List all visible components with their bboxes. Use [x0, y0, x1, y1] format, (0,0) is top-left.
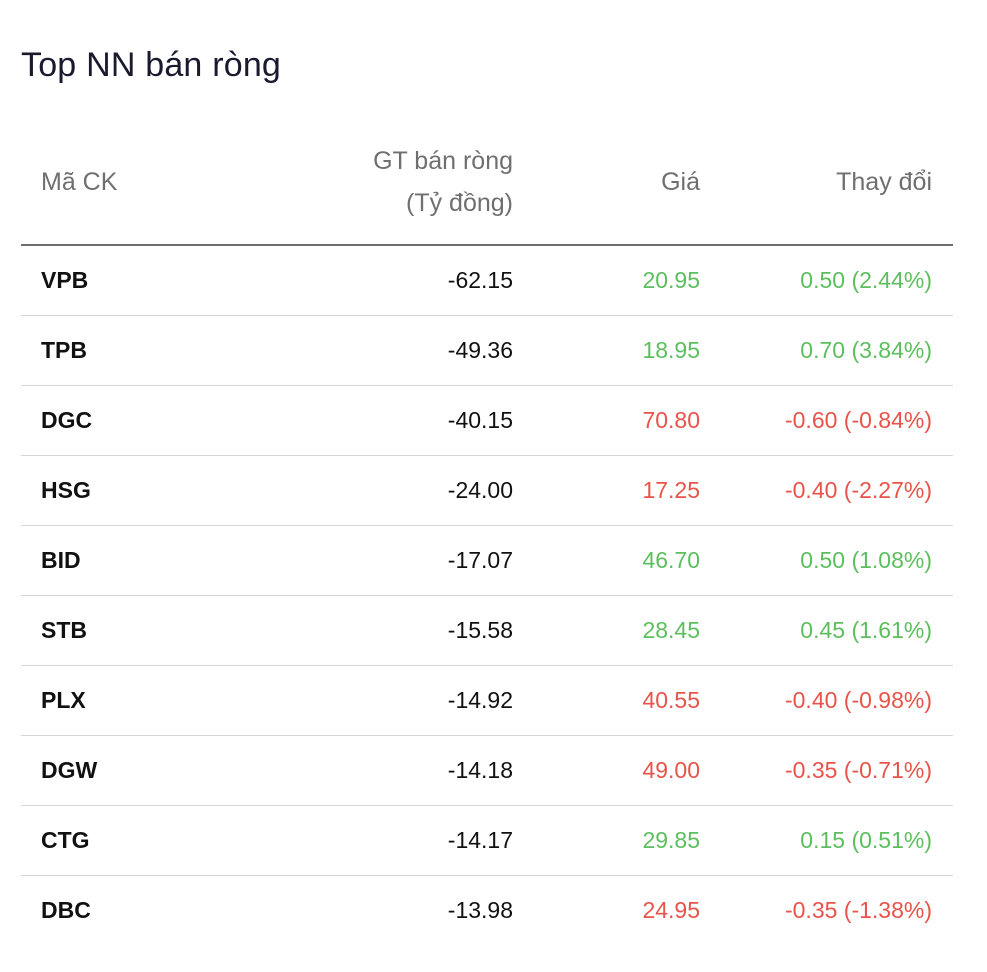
stock-symbol[interactable]: CTG — [41, 827, 90, 853]
net-sell-value: -13.98 — [447, 897, 513, 923]
table-row[interactable]: CTG -14.17 29.85 0.15 (0.51%) — [21, 806, 953, 876]
net-sell-value: -40.15 — [447, 407, 513, 433]
stock-symbol[interactable]: DGW — [41, 757, 98, 783]
column-header-price: Giá — [661, 168, 700, 196]
column-header-net-sell-value-line2: (Tỷ đồng) — [406, 189, 513, 217]
price-change: -0.40 (-2.27%) — [784, 477, 932, 503]
stock-price: 49.00 — [642, 757, 700, 783]
stock-symbol[interactable]: PLX — [41, 687, 86, 713]
table-row[interactable]: PLX -14.92 40.55 -0.40 (-0.98%) — [21, 666, 953, 736]
stock-price: 29.85 — [642, 827, 700, 853]
table-row[interactable]: HSG -24.00 17.25 -0.40 (-2.27%) — [21, 456, 953, 526]
table-row[interactable]: DGC -40.15 70.80 -0.60 (-0.84%) — [21, 386, 953, 456]
net-sell-value: -14.17 — [447, 827, 513, 853]
net-sell-value: -62.15 — [447, 267, 513, 293]
price-change: 0.15 (0.51%) — [800, 827, 932, 853]
stock-price: 18.95 — [642, 337, 700, 363]
net-sell-table: Mã CK GT bán ròng (Tỷ đồng) Giá Thay đổi… — [21, 140, 953, 945]
table-row[interactable]: DBC -13.98 24.95 -0.35 (-1.38%) — [21, 876, 953, 945]
widget-title: Top NN bán ròng — [21, 46, 282, 84]
table-row[interactable]: VPB -62.15 20.95 0.50 (2.44%) — [21, 246, 953, 316]
stock-symbol[interactable]: VPB — [41, 267, 89, 293]
price-change: 0.45 (1.61%) — [800, 617, 932, 643]
column-header-symbol: Mã CK — [41, 168, 118, 196]
table-row[interactable]: TPB -49.36 18.95 0.70 (3.84%) — [21, 316, 953, 386]
price-change: -0.35 (-1.38%) — [784, 897, 932, 923]
stock-symbol[interactable]: BID — [41, 547, 81, 573]
net-sell-value: -24.00 — [447, 477, 513, 503]
table-row[interactable]: STB -15.58 28.45 0.45 (1.61%) — [21, 596, 953, 666]
stock-price: 28.45 — [642, 617, 700, 643]
stock-price: 40.55 — [642, 687, 700, 713]
net-sell-value: -49.36 — [447, 337, 513, 363]
stock-symbol[interactable]: STB — [41, 617, 87, 643]
net-sell-value: -17.07 — [447, 547, 513, 573]
price-change: -0.60 (-0.84%) — [784, 407, 932, 433]
table-body: VPB -62.15 20.95 0.50 (2.44%) TPB -49.36… — [21, 246, 953, 945]
stock-price: 17.25 — [642, 477, 700, 503]
stock-price: 46.70 — [642, 547, 700, 573]
price-change: -0.40 (-0.98%) — [784, 687, 932, 713]
stock-symbol[interactable]: DBC — [41, 897, 91, 923]
net-sell-value: -15.58 — [447, 617, 513, 643]
stock-price: 24.95 — [642, 897, 700, 923]
net-sell-value: -14.18 — [447, 757, 513, 783]
price-change: -0.35 (-0.71%) — [784, 757, 932, 783]
table-header: Mã CK GT bán ròng (Tỷ đồng) Giá Thay đổi — [21, 140, 953, 246]
column-header-net-sell-value-line1: GT bán ròng — [373, 147, 513, 175]
table-row[interactable]: BID -17.07 46.70 0.50 (1.08%) — [21, 526, 953, 596]
net-sell-value: -14.92 — [447, 687, 513, 713]
price-change: 0.70 (3.84%) — [800, 337, 932, 363]
stock-symbol[interactable]: TPB — [41, 337, 87, 363]
stock-symbol[interactable]: DGC — [41, 407, 93, 433]
price-change: 0.50 (1.08%) — [800, 547, 932, 573]
stock-symbol[interactable]: HSG — [41, 477, 91, 503]
stock-price: 20.95 — [642, 267, 700, 293]
table-row[interactable]: DGW -14.18 49.00 -0.35 (-0.71%) — [21, 736, 953, 806]
stock-price: 70.80 — [642, 407, 700, 433]
column-header-net-sell-value: GT bán ròng (Tỷ đồng) — [253, 140, 513, 224]
price-change: 0.50 (2.44%) — [800, 267, 932, 293]
column-header-change: Thay đổi — [836, 168, 932, 196]
